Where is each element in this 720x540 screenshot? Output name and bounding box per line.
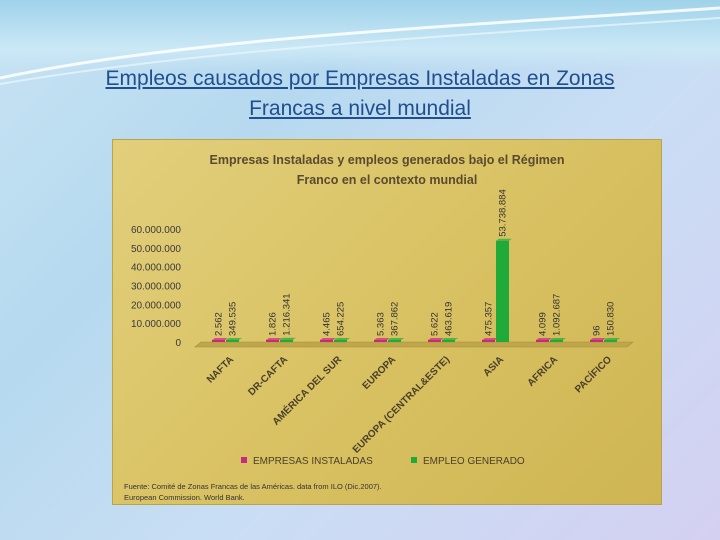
legend-swatch (241, 457, 247, 463)
data-label: 463.619 (444, 302, 455, 336)
bar-top (212, 338, 228, 340)
data-label: 475.357 (484, 302, 495, 336)
category-label: ASIA (481, 354, 506, 379)
chart-title-line1: Empresas Instaladas y empleos generados … (210, 153, 565, 167)
slide-title: Empleos causados por Empresas Instaladas… (30, 64, 690, 124)
data-label: 1.092.687 (552, 294, 563, 336)
y-tick-label: 10.000.000 (131, 319, 181, 330)
bar-top (496, 238, 512, 241)
bar (334, 340, 347, 342)
bar-top (604, 338, 620, 340)
bar-top (536, 338, 552, 340)
data-label: 1.216.341 (282, 293, 293, 335)
bar-top (266, 338, 282, 340)
data-label: 4.099 (538, 312, 549, 336)
y-axis: 0 10.000.000 20.000.000 30.000.000 40.000.00… (131, 225, 182, 349)
bar (266, 340, 279, 342)
data-label: 2.562 (214, 312, 225, 336)
bar (550, 339, 563, 342)
legend-label: EMPLEO GENERADO (423, 456, 525, 467)
data-label: 349.535 (228, 302, 239, 336)
bar-chart: Empresas Instaladas y empleos generados … (131, 153, 634, 467)
data-label: 654.225 (336, 302, 347, 336)
bar (226, 340, 239, 342)
bar-top (442, 338, 458, 340)
bar (536, 340, 549, 342)
chart-floor (194, 341, 634, 348)
bar (280, 339, 293, 342)
data-label: 5.363 (376, 312, 387, 336)
source-line1: Fuente: Comité de Zonas Francas de las A… (124, 482, 382, 491)
y-tick-label: 50.000.000 (131, 244, 181, 255)
y-tick-label: 60.000.000 (131, 225, 181, 236)
bar-top (550, 337, 566, 340)
category-label: PACÍFICO (572, 353, 615, 396)
data-label: 4.465 (322, 312, 333, 336)
bars-group: 2.562 349.535 1.826 1.216.341 4.465 654.225 5.… (212, 189, 620, 342)
bar-top (482, 338, 498, 340)
bar-top (320, 338, 336, 340)
chart-floor-plane (194, 341, 634, 348)
category-label: NAFTA (205, 354, 236, 385)
category-label: DR-CAFTA (246, 354, 290, 398)
category-label: EUROPA (CENTRAL&ESTE) (351, 354, 452, 455)
bar-top (590, 338, 606, 340)
data-label: 5.622 (430, 312, 441, 336)
bar (374, 340, 387, 342)
category-label: EUROPA (361, 354, 399, 392)
bar (496, 240, 509, 342)
bar-top (334, 338, 350, 340)
y-tick-label: 40.000.000 (131, 263, 181, 274)
data-label: 150.830 (606, 302, 617, 336)
source-note: Fuente: Comité de Zonas Francas de las A… (124, 481, 382, 503)
bar (442, 340, 455, 342)
slide-title-line2: Francas a nivel mundial (249, 97, 471, 120)
legend-swatch (411, 457, 417, 463)
y-tick-label: 30.000.000 (131, 282, 181, 293)
data-label: 96 (592, 325, 603, 336)
bar-top (374, 338, 390, 340)
bar-top (428, 338, 444, 340)
bar (388, 340, 401, 342)
decorative-swoosh (0, 6, 720, 85)
legend-label: EMPRESAS INSTALADAS (253, 456, 373, 467)
bar-top (280, 337, 296, 340)
chart-panel: Empresas Instaladas y empleos generados … (112, 139, 662, 505)
category-label: AFRICA (526, 354, 560, 388)
bar (212, 340, 225, 342)
y-tick-label: 20.000.000 (131, 300, 181, 311)
bar-top (226, 338, 242, 340)
data-label: 53.738.884 (498, 189, 509, 237)
bar (320, 340, 333, 342)
bar (428, 340, 441, 342)
bar (604, 340, 617, 342)
data-label: 1.826 (268, 312, 279, 336)
bar (590, 340, 603, 342)
chart-title-line2: Franco en el contexto mundial (297, 173, 478, 187)
bar (482, 340, 495, 342)
slide-title-line1: Empleos causados por Empresas Instaladas… (105, 67, 615, 90)
data-label: 367.862 (390, 302, 401, 336)
source-line2: European Commission. World Bank. (124, 493, 245, 502)
bar-top (388, 338, 404, 340)
legend: EMPRESAS INSTALADAS EMPLEO GENERADO (241, 456, 525, 467)
y-tick-label: 0 (175, 338, 181, 349)
